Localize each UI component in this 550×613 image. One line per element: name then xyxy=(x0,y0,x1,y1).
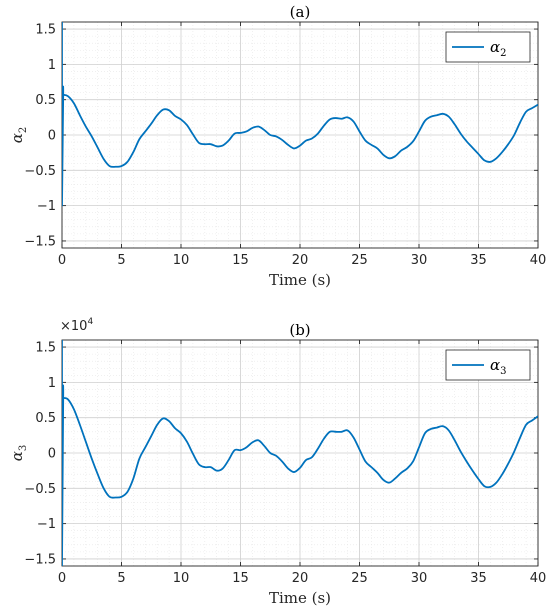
x-tick-label: 15 xyxy=(232,253,249,268)
x-tick-label: 0 xyxy=(58,253,66,268)
y-tick-label: −0.5 xyxy=(24,482,56,497)
x-tick-label: 40 xyxy=(530,571,547,586)
y-tick-label: −1.5 xyxy=(24,552,56,567)
x-tick-label: 30 xyxy=(411,253,428,268)
x-tick-label: 5 xyxy=(117,571,125,586)
y-tick-label: −1.5 xyxy=(24,234,56,249)
y-tick-label: 1 xyxy=(48,376,56,391)
legend: α2 xyxy=(445,31,531,63)
x-tick-label: 25 xyxy=(351,253,368,268)
y-tick-label: 0 xyxy=(48,447,56,462)
x-tick-label: 35 xyxy=(470,253,487,268)
y-tick-label: −1 xyxy=(37,199,56,214)
y-tick-label: 1.5 xyxy=(35,341,56,356)
legend: α3 xyxy=(445,349,531,381)
legend-label: α3 xyxy=(490,356,507,377)
chart-panel-1: 0 5 10 15 20 25 30 35 40 −1.5 −1 −0.5 0 0.5 1 1.5 (a) Tim… xyxy=(8,3,546,289)
y-tick-label: 1.5 xyxy=(35,23,56,38)
x-axis-label: Time (s) xyxy=(269,589,331,607)
x-tick-label: 25 xyxy=(351,571,368,586)
legend-label: α2 xyxy=(490,38,507,59)
x-tick-label: 30 xyxy=(411,571,428,586)
chart-title: (b) xyxy=(289,321,310,339)
x-tick-label: 10 xyxy=(173,253,190,268)
y-tick-label: −0.5 xyxy=(24,164,56,179)
x-tick-label: 10 xyxy=(173,571,190,586)
x-tick-label: 40 xyxy=(530,253,547,268)
y-tick-label: 0.5 xyxy=(35,411,56,426)
x-tick-label: 35 xyxy=(470,571,487,586)
x-tick-label: 15 xyxy=(232,571,249,586)
x-tick-label: 0 xyxy=(58,571,66,586)
chart-panel-2: 0 5 10 15 20 25 30 35 40 −1.5 −1 −0.5 0 0.5 1 1.5 (b) Tim… xyxy=(8,317,546,607)
x-tick-label: 20 xyxy=(292,571,309,586)
y-axis-label: α2 xyxy=(8,127,29,144)
y-exponent-label: ×104 xyxy=(60,317,93,334)
y-tick-label: 1 xyxy=(48,58,56,73)
x-tick-label: 20 xyxy=(292,253,309,268)
y-tick-label: 0 xyxy=(48,129,56,144)
y-tick-label: 0.5 xyxy=(35,93,56,108)
x-axis-label: Time (s) xyxy=(269,271,331,289)
y-axis-label: α3 xyxy=(8,445,29,462)
series-line-α2 xyxy=(62,22,538,207)
series-line-α3 xyxy=(62,340,538,566)
y-tick-label: −1 xyxy=(37,517,56,532)
x-tick-label: 5 xyxy=(117,253,125,268)
chart-title: (a) xyxy=(290,3,311,21)
